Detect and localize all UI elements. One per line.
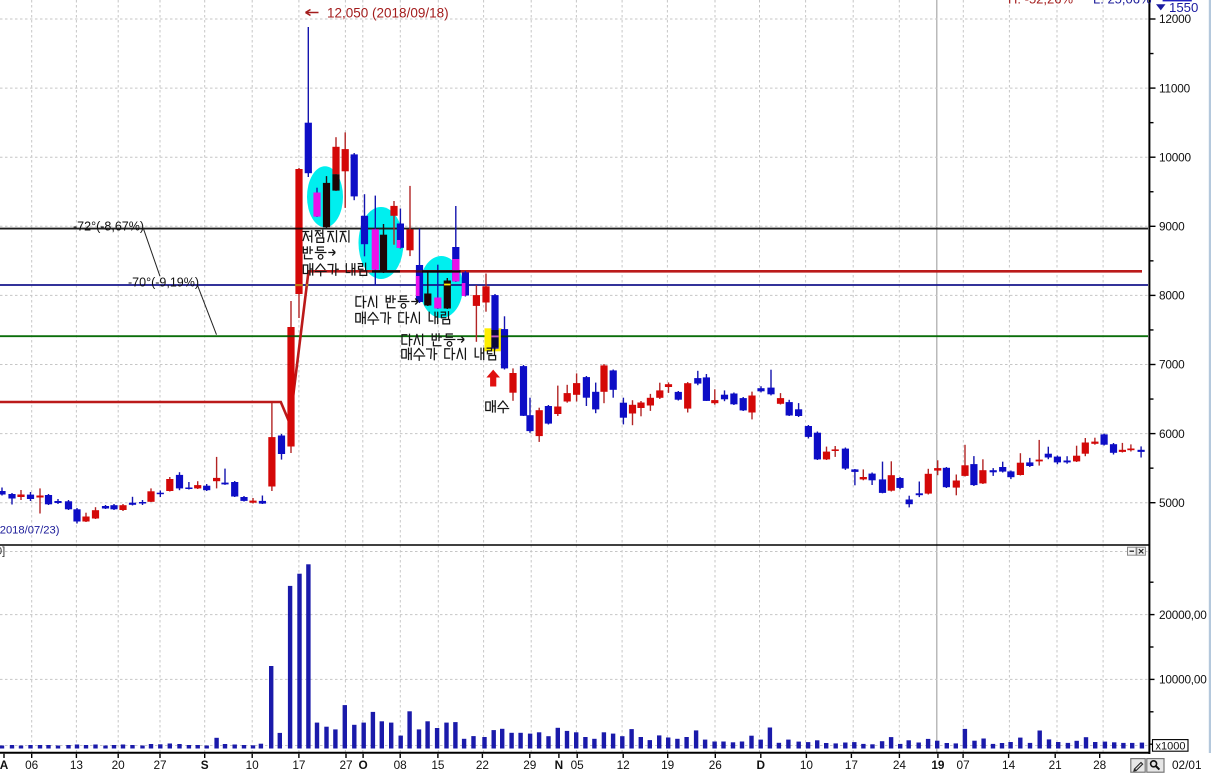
svg-text:20000,00: 20000,00	[1159, 608, 1207, 622]
svg-text:17: 17	[845, 758, 858, 772]
svg-text:D: D	[757, 758, 766, 772]
svg-text:12000: 12000	[1159, 12, 1191, 26]
svg-text:L: 25,06%: L: 25,06%	[1093, 0, 1152, 7]
svg-text:11000: 11000	[1159, 81, 1191, 95]
svg-text:27: 27	[339, 758, 352, 772]
svg-text:13: 13	[70, 758, 84, 772]
svg-text:28: 28	[1093, 758, 1107, 772]
svg-text:22: 22	[476, 758, 489, 772]
svg-text:20: 20	[112, 758, 126, 772]
svg-text:N: N	[555, 758, 564, 772]
svg-text:07: 07	[957, 758, 970, 772]
svg-text:02/01: 02/01	[1172, 758, 1202, 772]
svg-text:19: 19	[931, 758, 945, 772]
svg-text:27: 27	[153, 758, 166, 772]
svg-text:O: O	[359, 758, 368, 772]
svg-text:06: 06	[25, 758, 39, 772]
svg-text:17: 17	[292, 758, 305, 772]
svg-text:1550: 1550	[1169, 0, 1198, 15]
svg-text:21: 21	[1049, 758, 1062, 772]
svg-text:12: 12	[617, 758, 630, 772]
svg-text:9000: 9000	[1159, 220, 1185, 234]
svg-text:19: 19	[661, 758, 674, 772]
svg-text:0]: 0]	[0, 546, 5, 558]
svg-text:12,050 (2018/09/18): 12,050 (2018/09/18)	[327, 6, 449, 21]
svg-text:8000: 8000	[1159, 289, 1185, 303]
svg-text:14: 14	[1002, 758, 1016, 772]
svg-text:5000: 5000	[1159, 496, 1185, 510]
svg-text:24: 24	[893, 758, 907, 772]
svg-text:08: 08	[394, 758, 408, 772]
svg-text:10: 10	[800, 758, 814, 772]
svg-text:-70°(-9,19%): -70°(-9,19%)	[128, 276, 199, 290]
svg-text:H: -52,26%: H: -52,26%	[1008, 0, 1073, 7]
svg-text:(2018/07/23): (2018/07/23)	[0, 525, 60, 537]
svg-text:10000: 10000	[1159, 150, 1191, 164]
svg-text:15: 15	[431, 758, 445, 772]
svg-text:-72°(-8,67%): -72°(-8,67%)	[73, 220, 144, 234]
svg-text:10: 10	[246, 758, 260, 772]
svg-text:A: A	[0, 758, 9, 772]
svg-text:10000,00: 10000,00	[1159, 673, 1207, 687]
svg-text:x1000: x1000	[1156, 740, 1186, 752]
svg-text:05: 05	[571, 758, 585, 772]
svg-text:29: 29	[523, 758, 536, 772]
svg-text:7000: 7000	[1159, 358, 1185, 372]
svg-text:26: 26	[709, 758, 723, 772]
svg-text:6000: 6000	[1159, 427, 1185, 441]
svg-text:S: S	[201, 758, 209, 772]
